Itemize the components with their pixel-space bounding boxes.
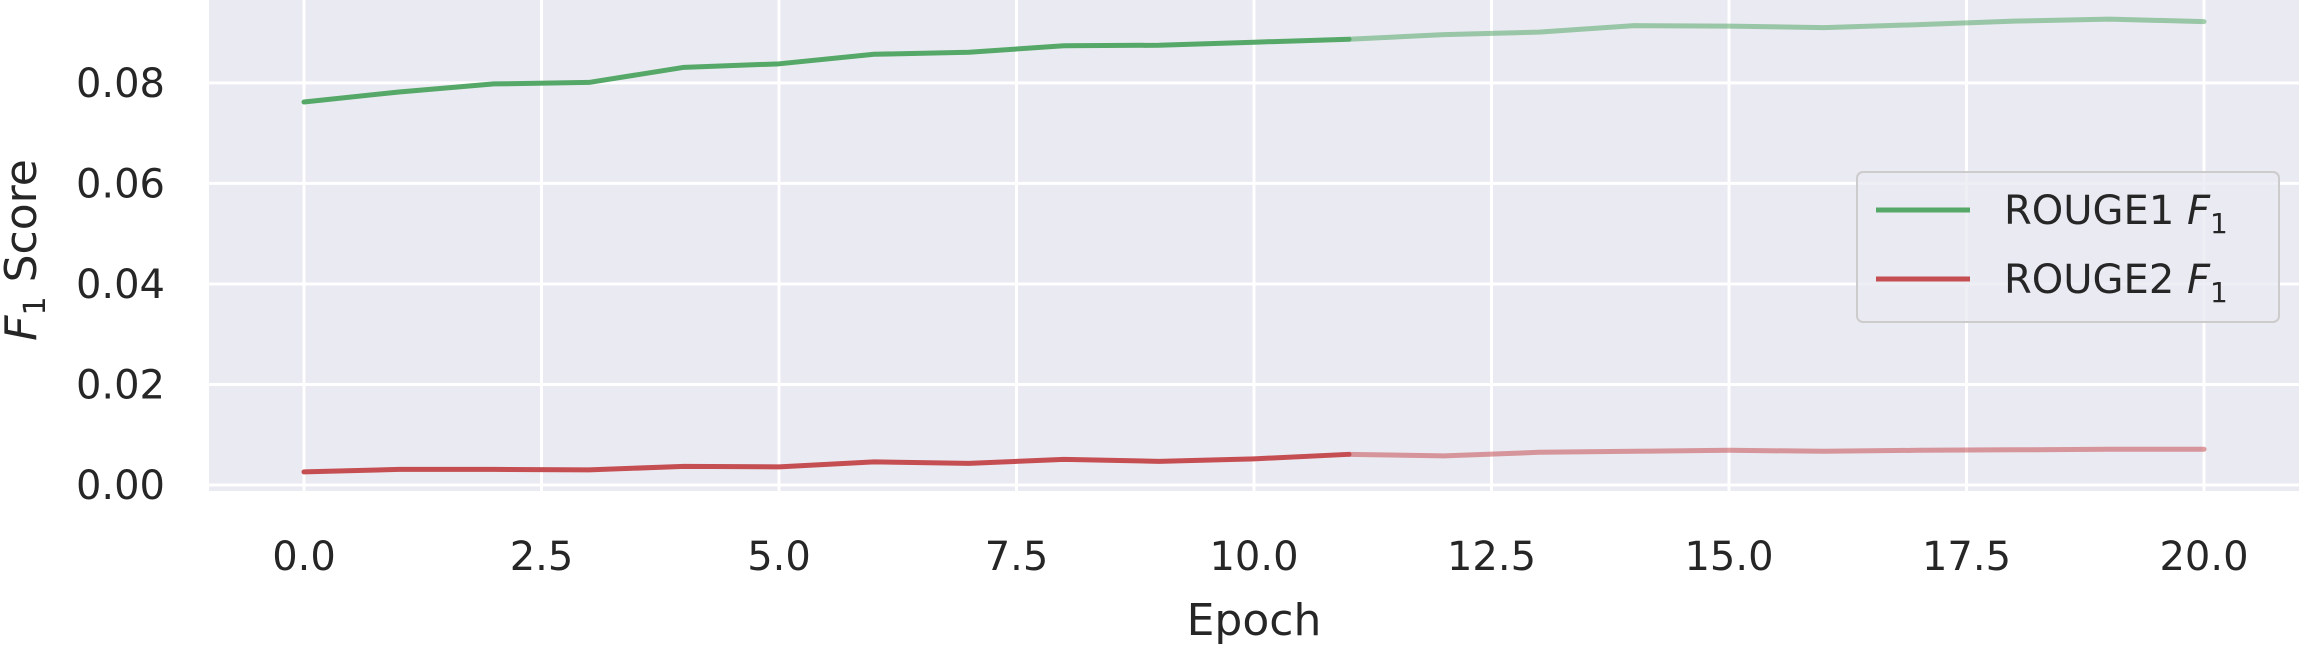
legend-label-rouge2-main: ROUGE2 bbox=[2004, 257, 2187, 303]
series-lines bbox=[301, 16, 2207, 475]
x-tick-label: 0.0 bbox=[272, 534, 336, 580]
legend-label-rouge1-italic: F bbox=[2187, 188, 2211, 234]
y-tick-label: 0.08 bbox=[76, 61, 165, 107]
y-tick-label: 0.04 bbox=[76, 262, 165, 308]
x-tick-label: 7.5 bbox=[985, 534, 1049, 580]
x-axis-label: Epoch bbox=[1187, 595, 1322, 645]
legend-label-rouge1-main: ROUGE1 bbox=[2004, 188, 2187, 234]
x-tick-label: 12.5 bbox=[1447, 534, 1536, 580]
x-tick-label: 2.5 bbox=[510, 534, 574, 580]
y-tick-label: 0.06 bbox=[76, 161, 165, 207]
legend-label-rouge2-sub: 1 bbox=[2210, 276, 2228, 309]
y-axis-label-main: F bbox=[0, 315, 47, 341]
legend-label-rouge2: ROUGE2 F1 bbox=[2004, 257, 2228, 309]
series-line-faded-1 bbox=[1346, 446, 2207, 459]
x-tick-label: 20.0 bbox=[2159, 534, 2248, 580]
y-axis-label-sub: 1 bbox=[18, 296, 53, 315]
x-tick-label: 5.0 bbox=[747, 534, 811, 580]
series-line-0 bbox=[301, 36, 1352, 105]
series-line-1 bbox=[301, 451, 1352, 475]
legend-label-rouge2-italic: F bbox=[2187, 257, 2211, 303]
series-line-faded-0 bbox=[1346, 16, 2207, 42]
legend-label-rouge1: ROUGE1 F1 bbox=[2004, 188, 2228, 240]
y-axis-label-rest: Score bbox=[0, 159, 47, 296]
y-axis-label: F1 Score bbox=[0, 159, 53, 341]
legend: ROUGE1 F1 ROUGE2 F1 bbox=[1856, 171, 2280, 323]
y-tick-labels: 0.00 0.02 0.04 0.06 0.08 bbox=[76, 61, 165, 509]
x-tick-label: 10.0 bbox=[1209, 534, 1298, 580]
x-tick-label: 15.0 bbox=[1684, 534, 1773, 580]
x-tick-labels: 0.0 2.5 5.0 7.5 10.0 12.5 15.0 17.5 20.0 bbox=[272, 534, 2248, 580]
y-tick-label: 0.00 bbox=[76, 463, 165, 509]
legend-label-rouge1-sub: 1 bbox=[2210, 207, 2228, 240]
x-tick-label: 17.5 bbox=[1922, 534, 2011, 580]
y-tick-label: 0.02 bbox=[76, 362, 165, 408]
